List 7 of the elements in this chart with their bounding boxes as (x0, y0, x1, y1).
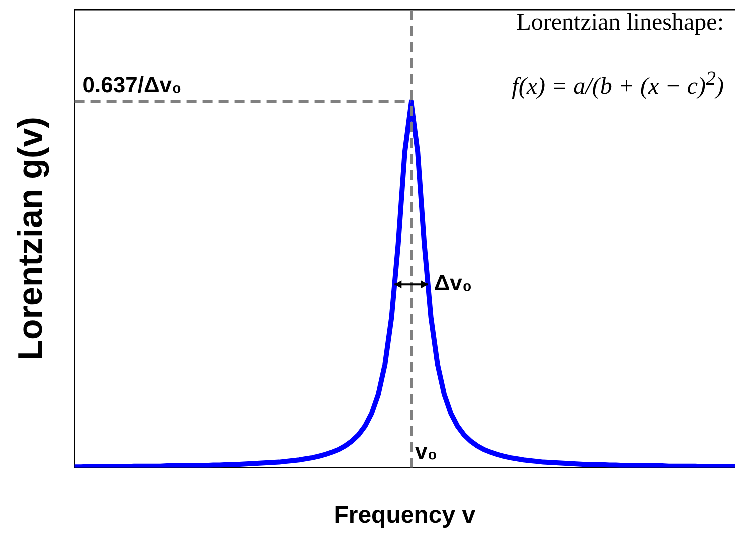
ref-line-label: 0.637/Δv₀ (82, 72, 182, 98)
annotation: v₀ (416, 438, 438, 464)
text: f(x) = a/(b + (x − c)$^{2}$) (512, 68, 724, 101)
annotation: Δv₀ (434, 270, 472, 296)
text: Lorentzian lineshape: (516, 10, 724, 37)
x-axis-title: Frequency v (334, 502, 476, 530)
y-axis-title: Lorentzian g(v) (12, 117, 50, 361)
